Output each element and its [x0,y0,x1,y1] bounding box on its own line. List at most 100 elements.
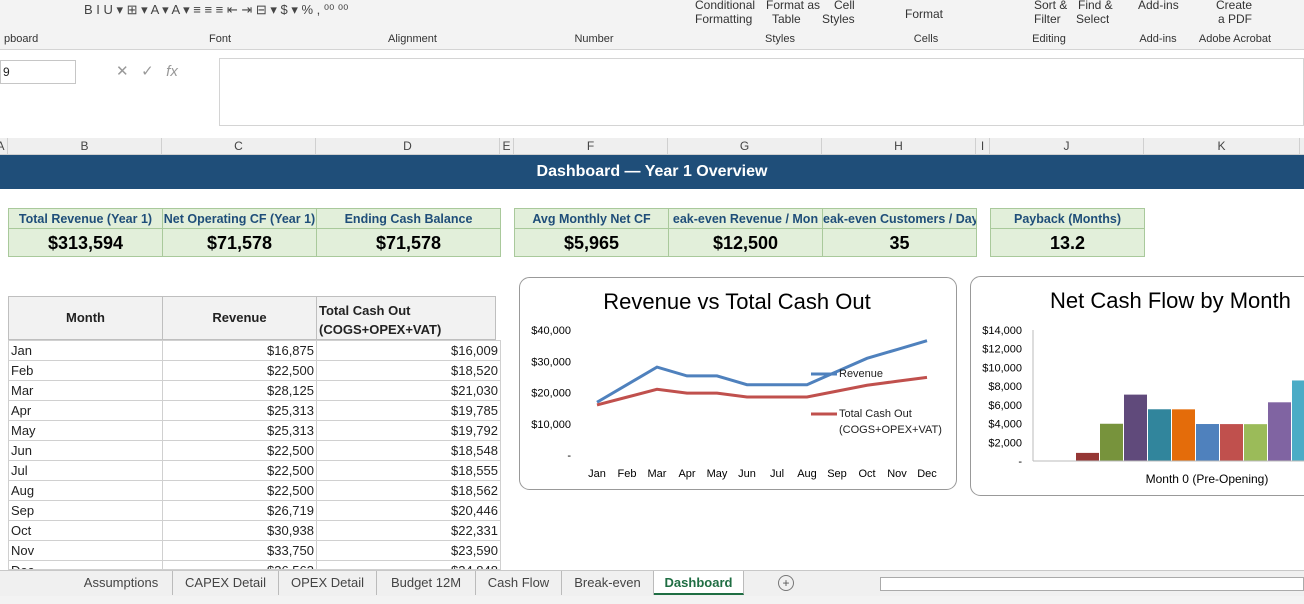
table-cell: $36,563 [162,560,317,570]
y-tick-label: $10,000 [982,362,1022,374]
sheet-tab[interactable]: Dashboard [654,571,744,595]
y-tick-label: $40,000 [531,325,571,337]
y-tick-label: $30,000 [531,356,571,368]
ribbon-button-label[interactable]: Formatting [695,12,753,26]
table-cell: Apr [8,400,163,421]
sheet-tab[interactable]: Assumptions [70,571,173,595]
column-header: B [8,138,162,155]
column-header: J [990,138,1144,155]
ribbon-button-label[interactable]: Format [905,7,944,21]
sheet-tab[interactable]: OPEX Detail [279,571,377,595]
ribbon-button-label[interactable]: Format as [766,0,821,12]
ribbon-group-label: Editing [1032,33,1066,45]
ribbon-group-label: pboard [4,33,39,45]
column-header: H [822,138,976,155]
table-cell: Oct [8,520,163,541]
column-header: G [668,138,822,155]
name-box[interactable]: 9 [0,60,76,84]
kpi-label: eak-even Customers / Day [822,208,977,229]
table-cell: $23,590 [316,540,501,561]
add-sheet[interactable]: + [778,575,794,591]
x-tick-label: Mar [648,468,667,480]
kpi-label: Avg Monthly Net CF [514,208,669,229]
ribbon-icons[interactable]: B I U ▾ ⊞ ▾ A ▾ A ▾ ≡ ≡ ≡ ⇤ ⇥ ⊟ ▾ $ ▾ % … [84,2,349,17]
column-header: A [0,138,8,155]
ribbon-group-label: Cells [913,33,939,45]
ribbon-button-label[interactable]: Create [1216,0,1253,12]
table-cell: Dec [8,560,163,570]
x-axis-label: Month 0 (Pre-Opening) [1146,472,1269,486]
ribbon-button-label[interactable]: Cell [834,0,855,12]
table-cell: $22,500 [162,480,317,501]
y-tick-label: - [567,450,571,462]
bar [1124,394,1147,461]
bar [1196,424,1219,461]
kpi-label: Payback (Months) [990,208,1145,229]
table-cell: $19,785 [316,400,501,421]
ribbon-button-label[interactable]: Select [1076,12,1110,26]
table-cell: Aug [8,480,163,501]
bar [1292,380,1304,461]
table-cell: $18,555 [316,460,501,481]
table-cell: $18,562 [316,480,501,501]
table-cell: Sep [8,500,163,521]
sheet-tab[interactable]: Break-even [562,571,654,595]
ribbon-button-label[interactable]: Filter [1034,12,1061,26]
table-header: Revenue [162,296,317,340]
formula-buttons[interactable]: ✕ ✓ fx [116,63,178,80]
table-cell: $22,500 [162,360,317,381]
x-tick-label: May [707,468,728,480]
ribbon-group-label: Number [574,33,614,45]
table-cell: $26,719 [162,500,317,521]
sheet-tab[interactable]: Budget 12M [377,571,476,595]
formula-bar[interactable] [219,58,1304,126]
y-tick-label: - [1018,456,1022,468]
kpi-label: Total Revenue (Year 1) [8,208,163,229]
kpi-label: eak-even Revenue / Mon [668,208,823,229]
table-cell: $30,938 [162,520,317,541]
sheet-tab[interactable]: CAPEX Detail [173,571,279,595]
horizontal-scrollbar[interactable] [880,577,1304,591]
table-header: Month [8,296,163,340]
ribbon-button-label[interactable]: Find & [1078,0,1113,12]
kpi-value: $5,965 [514,228,669,257]
ribbon-group-label: Adobe Acrobat [1198,33,1272,45]
x-tick-label: Sep [827,468,847,480]
kpi-value: $313,594 [8,228,163,257]
chart: Revenue vs Total Cash Out - $10,000 $20,000… [519,277,957,490]
bar [1148,409,1171,461]
x-tick-label: Jun [738,468,756,480]
column-header: I [976,138,990,155]
chart: Net Cash Flow by Month - $2,000 $4,000 $6,00… [970,276,1304,496]
bar [1268,402,1291,461]
x-tick-label: Aug [797,468,817,480]
y-tick-label: $8,000 [988,381,1022,393]
table-cell: May [8,420,163,441]
x-tick-label: Oct [858,468,875,480]
kpi-label: Ending Cash Balance [316,208,501,229]
ribbon-button-label[interactable]: Sort & [1034,0,1068,12]
table-cell: $18,548 [316,440,501,461]
table-header: Total Cash Out (COGS+OPEX+VAT) [316,296,496,340]
formula-area [0,50,1304,136]
ribbon-button-label[interactable]: Conditional [695,0,756,12]
banner-title: Dashboard — Year 1 Overview [536,163,768,180]
ribbon-button-label[interactable]: Styles [822,12,855,26]
ribbon-group-label: Add-ins [1139,33,1177,45]
kpi-value: $71,578 [162,228,317,257]
ribbon-button-label[interactable]: a PDF [1218,12,1253,26]
y-tick-label: $4,000 [988,419,1022,431]
ribbon-button-label[interactable]: Add-ins [1138,0,1179,12]
y-tick-label: $20,000 [531,388,571,400]
table-cell: Jun [8,440,163,461]
table-cell: Jan [8,340,163,361]
table-cell: $22,500 [162,440,317,461]
chart-title: Net Cash Flow by Month [1050,288,1291,313]
x-tick-label: Jul [770,468,784,480]
sheet-tab[interactable]: Cash Flow [476,571,562,595]
column-header: F [514,138,668,155]
ribbon-button-label[interactable]: Table [772,12,801,26]
bar [1100,423,1123,461]
table-cell: Nov [8,540,163,561]
x-tick-label: Dec [917,468,937,480]
